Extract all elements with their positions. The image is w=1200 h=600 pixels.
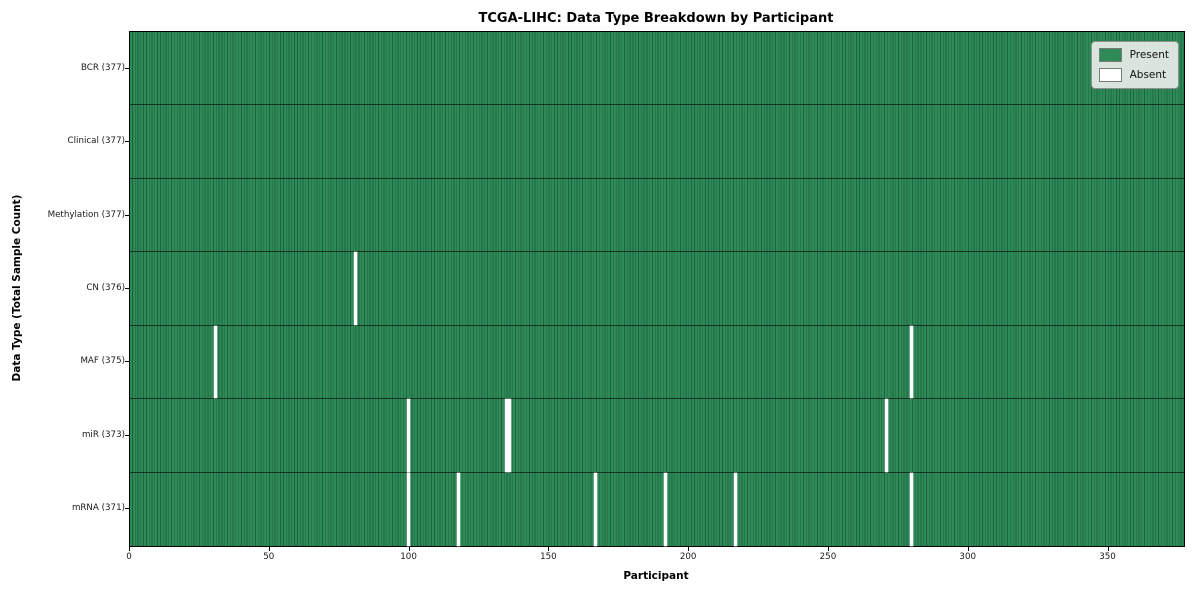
ytick-label-cn: CN (376) xyxy=(86,283,125,293)
heatmap-row-mrna xyxy=(130,472,1184,546)
absent-cell-mrna-166 xyxy=(594,472,598,546)
absent-cell-mir-99 xyxy=(406,399,411,472)
ytick-label-methylation: Methylation (377) xyxy=(47,209,125,220)
ytick-label-mir: miR (373) xyxy=(81,429,125,440)
chart-title: TCGA-LIHC: Data Type Breakdown by Partic… xyxy=(478,11,834,26)
heatmap-rows xyxy=(130,32,1184,546)
heatmap-row-bcr xyxy=(130,32,1184,106)
ytick-mark xyxy=(125,141,129,143)
absent-cell-cn-80 xyxy=(353,252,357,325)
xtick-mark xyxy=(129,546,130,551)
legend-label-absent: Absent xyxy=(1129,69,1167,81)
ytick-label-maf: MAF (375) xyxy=(80,356,125,367)
heatmap-row-clinical xyxy=(130,105,1184,179)
xtick-label-50: 50 xyxy=(263,552,275,562)
absent-cell-maf-30 xyxy=(213,325,218,399)
legend-entry-present: Present xyxy=(1098,48,1169,62)
xtick-label-150: 150 xyxy=(540,552,557,562)
ytick-label-mrna: mRNA (371) xyxy=(71,503,125,514)
ytick-label-clinical: Clinical (377) xyxy=(67,136,125,147)
xtick-mark xyxy=(827,546,829,551)
xtick-mark xyxy=(408,546,410,551)
plot-area: Present Absent xyxy=(129,31,1185,547)
ytick-mark xyxy=(125,214,129,216)
legend-entry-absent: Absent xyxy=(1098,68,1169,82)
xtick-label-350: 350 xyxy=(1099,552,1116,562)
xtick-label-100: 100 xyxy=(400,552,417,562)
heatmap-row-maf xyxy=(130,325,1184,400)
xtick-label-250: 250 xyxy=(819,552,837,562)
xtick-mark xyxy=(967,546,969,551)
heatmap-row-cn xyxy=(130,252,1184,326)
absent-cell-mir-270 xyxy=(884,399,889,472)
xtick-mark xyxy=(268,546,270,551)
xtick-mark xyxy=(688,546,690,551)
xtick-mark xyxy=(548,546,550,551)
absent-cell-mrna-99 xyxy=(406,472,411,546)
absent-cell-mrna-279 xyxy=(910,472,914,546)
absent-cell-maf-279 xyxy=(910,325,914,399)
absent-cell-mrna-216 xyxy=(733,472,738,546)
xtick-mark xyxy=(1107,546,1109,551)
ytick-mark xyxy=(125,434,129,436)
ytick-mark xyxy=(125,508,129,510)
legend-label-present: Present xyxy=(1129,49,1169,61)
legend: Present Absent xyxy=(1090,41,1179,89)
ytick-mark xyxy=(125,288,129,289)
ytick-label-bcr: BCR (377) xyxy=(80,62,125,73)
absent-swatch-icon xyxy=(1098,68,1122,82)
absent-cell-mir-134 xyxy=(504,399,508,472)
heatmap-row-methylation xyxy=(130,179,1184,253)
x-axis-label: Participant xyxy=(623,570,689,582)
absent-cell-mrna-117 xyxy=(457,472,461,546)
absent-cell-mrna-191 xyxy=(663,472,668,546)
ytick-mark xyxy=(125,67,129,69)
xtick-label-300: 300 xyxy=(959,552,977,562)
present-swatch-icon xyxy=(1098,48,1122,62)
xtick-label-0: 0 xyxy=(126,552,132,562)
ytick-mark xyxy=(125,361,129,363)
xtick-label-200: 200 xyxy=(679,552,697,562)
absent-cell-mir-135 xyxy=(507,399,511,472)
heatmap-row-mir xyxy=(130,399,1184,473)
